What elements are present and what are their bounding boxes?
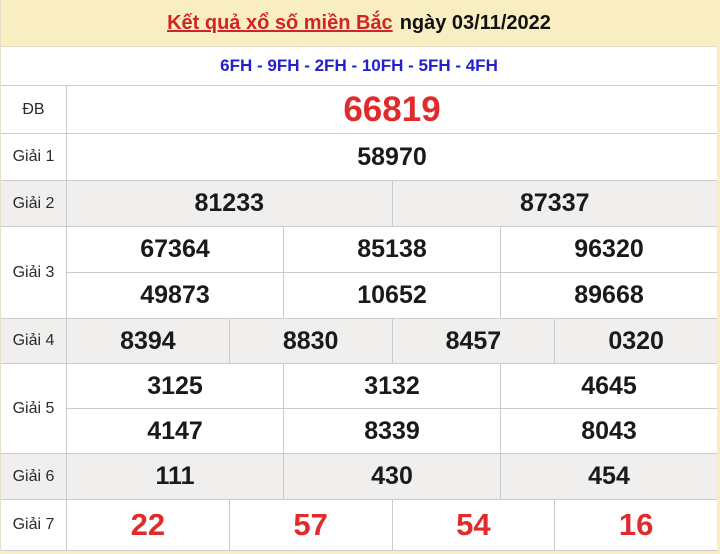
prize-label: Giải 7 xyxy=(1,500,67,550)
result-cell: 3125 xyxy=(147,371,203,400)
results-header: Kết quả xổ số miền Bắc ngày 03/11/2022 xyxy=(1,0,717,47)
result-cell: 8394 xyxy=(120,326,176,355)
result-cell: 89668 xyxy=(500,273,717,318)
result-cell: 111 xyxy=(155,462,195,490)
result-cell: 49873 xyxy=(140,281,210,309)
result-cell: 22 xyxy=(130,507,166,542)
result-cell: 87337 xyxy=(391,181,718,226)
prize-row-4: Giải 4 8394 8830 8457 0320 xyxy=(1,319,717,364)
result-cell: 96320 xyxy=(500,227,717,272)
result-cell: 10652 xyxy=(283,273,500,318)
prize-row-db: ĐB 66819 xyxy=(1,86,717,134)
prize-row-6: Giải 6 111 430 454 xyxy=(1,454,717,500)
prize-row-3: Giải 3 67364 85138 96320 49873 10652 896… xyxy=(1,227,717,319)
machine-codes: 6FH - 9FH - 2FH - 10FH - 5FH - 4FH xyxy=(220,56,498,75)
result-cell: 58970 xyxy=(357,142,427,171)
result-cell: 0320 xyxy=(554,319,717,363)
prize-label: ĐB xyxy=(1,86,67,133)
prize-label: Giải 2 xyxy=(1,181,67,226)
prize-row-2: Giải 2 81233 87337 xyxy=(1,181,717,227)
result-cell: 4645 xyxy=(500,364,717,408)
result-cell: 67364 xyxy=(140,235,210,263)
result-cell: 57 xyxy=(228,500,392,550)
result-cell: 8457 xyxy=(391,319,555,363)
result-cell: 54 xyxy=(391,500,555,550)
prize-row-5: Giải 5 3125 3132 4645 4147 8339 8043 xyxy=(1,364,717,454)
result-cell: 16 xyxy=(554,500,717,550)
prize-label: Giải 6 xyxy=(1,454,67,499)
prize-label: Giải 5 xyxy=(1,364,67,453)
prize-label: Giải 3 xyxy=(1,227,67,318)
result-cell: 81233 xyxy=(194,189,265,217)
prize-row-1: Giải 1 58970 xyxy=(1,134,717,181)
page-title[interactable]: Kết quả xổ số miền Bắc xyxy=(167,11,393,34)
machine-codes-row: 6FH - 9FH - 2FH - 10FH - 5FH - 4FH xyxy=(1,47,717,86)
result-cell: 454 xyxy=(500,454,717,499)
prize-label: Giải 4 xyxy=(1,319,67,363)
result-cell: 8830 xyxy=(228,319,392,363)
result-cell: 66819 xyxy=(343,89,441,129)
result-cell: 8339 xyxy=(283,409,500,453)
result-cell: 4147 xyxy=(147,416,203,445)
result-cell: 85138 xyxy=(283,227,500,272)
prize-label: Giải 1 xyxy=(1,134,67,180)
prize-row-7: Giải 7 22 57 54 16 xyxy=(1,500,717,551)
result-cell: 3132 xyxy=(283,364,500,408)
result-cell: 430 xyxy=(283,454,500,499)
result-cell: 8043 xyxy=(500,409,717,453)
draw-date: ngày 03/11/2022 xyxy=(399,11,551,34)
